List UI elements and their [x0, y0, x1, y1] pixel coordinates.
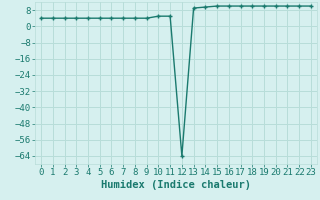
X-axis label: Humidex (Indice chaleur): Humidex (Indice chaleur) — [101, 180, 251, 190]
